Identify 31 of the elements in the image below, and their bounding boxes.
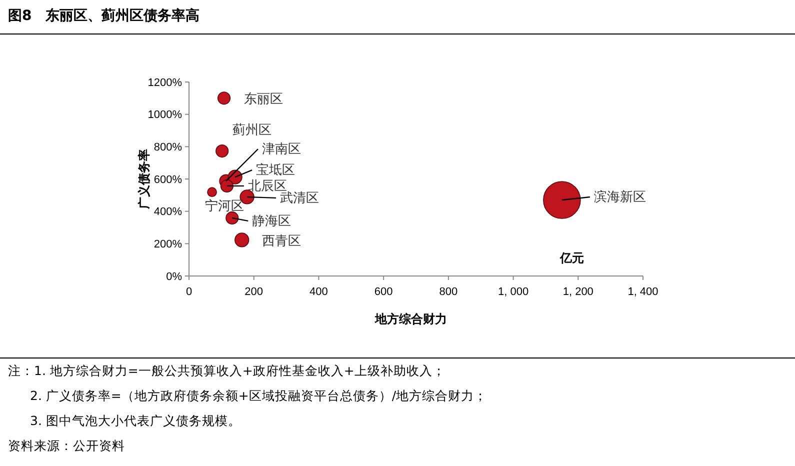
- annotation: 静海区: [252, 214, 292, 229]
- y-tick-label: 1000%: [148, 109, 182, 122]
- x-tick-label: 1, 400: [628, 286, 658, 298]
- y-tick-label: 400%: [154, 206, 182, 218]
- text: 3. 图中气泡大小代表广义债务规模。: [30, 413, 241, 428]
- chart-title: 图8 东丽区、蓟州区债务率高: [8, 7, 200, 24]
- y-axis-title: 广义债务率: [137, 149, 151, 210]
- x-tick-label: 600: [374, 286, 393, 298]
- y-tick-label: 200%: [154, 238, 182, 251]
- x-axis-title: 地方综合财力: [374, 312, 447, 326]
- annotation: 蓟州区: [232, 123, 272, 138]
- annotation: 宝坻区: [256, 162, 296, 178]
- text: 资料来源：公开资料: [8, 438, 125, 453]
- y-tick-label: 1200%: [148, 76, 182, 89]
- y-tick-label: 800%: [154, 142, 182, 154]
- text: 2. 广义债务率=（地方政府债务余额+区域投融资平台总债务）/地方综合财力；: [30, 388, 488, 403]
- text: 注：1. 地方综合财力=一般公共预算收入+政府性基金收入+上级补助收入；: [8, 363, 446, 378]
- annotation: 津南区: [262, 142, 301, 158]
- annotation: 东丽区: [244, 92, 284, 108]
- x-tick-label: 200: [244, 286, 264, 298]
- y-tick-label: 600%: [154, 174, 182, 186]
- x-tick-label: 1, 000: [498, 286, 529, 298]
- x-tick-label: 400: [310, 286, 328, 298]
- y-tick-label: 0%: [166, 270, 182, 283]
- x-tick-label: 1, 200: [562, 286, 594, 298]
- annotation: 西青区: [262, 234, 301, 249]
- x-tick-label: 800: [439, 286, 458, 298]
- x-tick-label: 0: [186, 286, 192, 298]
- annotation: 宁河区: [205, 198, 244, 214]
- annotation: 亿元: [559, 251, 584, 265]
- annotation: 滨海新区: [594, 189, 646, 206]
